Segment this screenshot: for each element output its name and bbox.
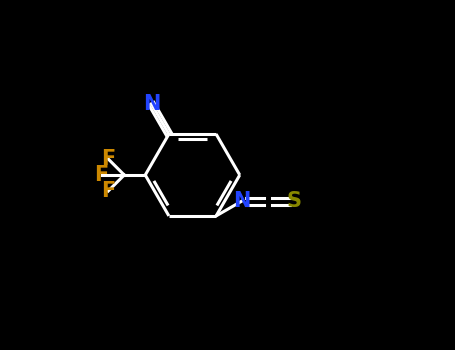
Text: F: F: [101, 149, 115, 169]
Text: F: F: [94, 165, 109, 185]
Text: N: N: [233, 191, 251, 211]
Text: N: N: [143, 94, 160, 114]
Text: S: S: [287, 191, 302, 211]
Text: F: F: [101, 181, 115, 201]
